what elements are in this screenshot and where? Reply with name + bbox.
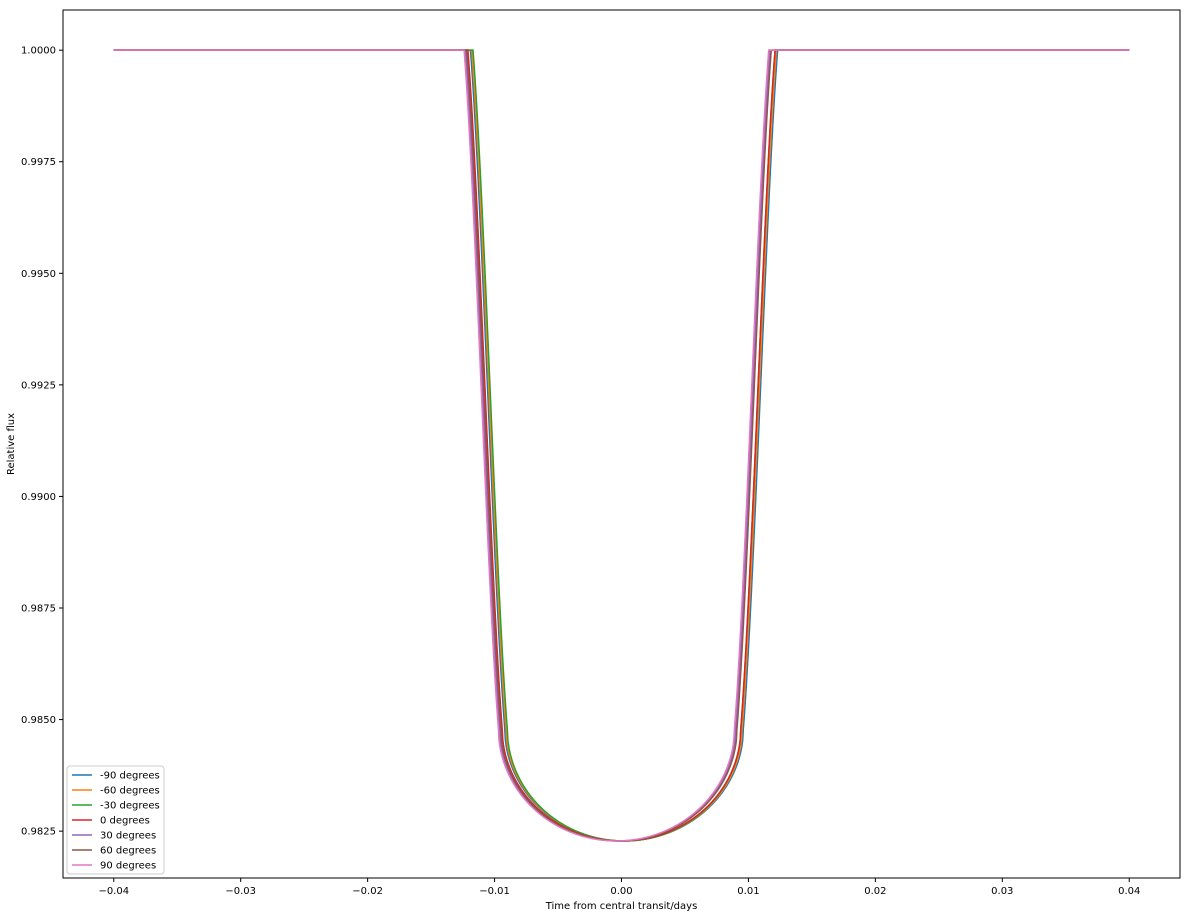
legend-label: 60 degrees (100, 846, 156, 857)
x-axis-label: Time from central transit/days (545, 901, 698, 912)
x-axis-ticks: −0.04 −0.03 −0.02 −0.01 0.00 0.01 0.02 0.03 0.04 (98, 878, 1140, 897)
x-tick-label: 0.00 (610, 886, 632, 897)
legend-label: 30 degrees (100, 831, 156, 842)
x-tick-label: 0.02 (864, 886, 886, 897)
legend-items: -90 degrees -60 degrees -30 degrees 0 degre… (72, 771, 160, 872)
series-group (113, 49, 1130, 842)
y-tick-label: 0.9875 (21, 604, 56, 615)
x-tick-label: −0.02 (352, 886, 383, 897)
legend-box (66, 765, 165, 875)
legend-label: -30 degrees (100, 801, 160, 812)
x-tick-label: −0.01 (479, 886, 510, 897)
x-tick-label: −0.04 (98, 886, 129, 897)
legend-label: -60 degrees (100, 786, 160, 797)
legend-label: -90 degrees (100, 771, 160, 782)
legend: -90 degrees -60 degrees -30 degrees 0 degre… (66, 765, 165, 875)
y-tick-label: 0.9850 (21, 715, 56, 726)
legend-label: 90 degrees (100, 861, 156, 872)
series-line (113, 49, 1130, 842)
y-tick-label: 0.9975 (21, 157, 56, 168)
y-tick-label: 0.9950 (21, 269, 56, 280)
x-tick-label: 0.04 (1118, 886, 1140, 897)
x-tick-label: −0.03 (225, 886, 256, 897)
y-tick-label: 0.9900 (21, 492, 56, 503)
legend-label: 0 degrees (100, 816, 150, 827)
x-tick-label: 0.03 (991, 886, 1013, 897)
y-tick-label: 0.9825 (21, 827, 56, 838)
x-tick-label: 0.01 (737, 886, 759, 897)
y-axis-ticks: 0.9825 0.9850 0.9875 0.9900 0.9925 0.9950 0.99… (21, 46, 63, 838)
plot-area (63, 10, 1180, 878)
y-tick-label: 1.0000 (21, 46, 56, 57)
y-axis-label: Relative flux (6, 413, 17, 475)
y-tick-label: 0.9925 (21, 380, 56, 391)
